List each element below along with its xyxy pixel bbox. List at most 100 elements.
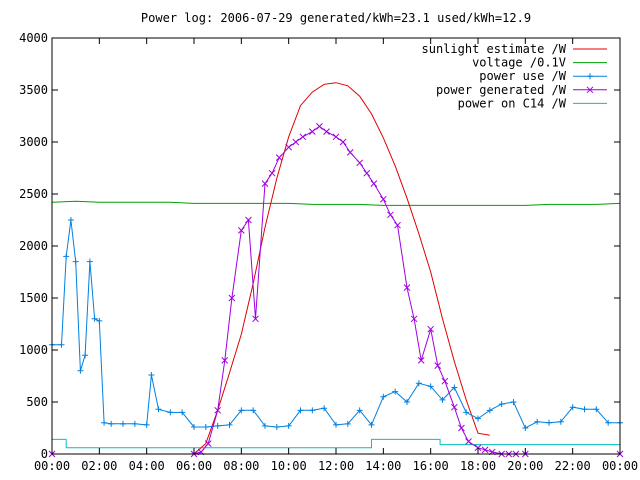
data-point [167, 409, 174, 416]
y-tick-label: 3000 [19, 135, 48, 149]
data-point [417, 357, 425, 364]
data-point [252, 315, 259, 323]
data-point [245, 216, 252, 224]
y-tick-label: 1500 [19, 291, 48, 305]
y-tick-label: 1000 [19, 343, 48, 357]
data-point [569, 404, 576, 411]
data-point [394, 221, 401, 229]
data-point [463, 409, 470, 416]
data-point [404, 399, 410, 405]
data-point [475, 415, 481, 422]
data-point [101, 419, 108, 426]
data-point [67, 217, 74, 223]
data-point [221, 357, 229, 364]
data-point [356, 159, 364, 167]
data-point [392, 388, 399, 395]
data-point [308, 128, 316, 135]
y-tick-label: 4000 [19, 31, 48, 45]
series-line [52, 438, 620, 449]
y-axis: 0 500 1000 1500 2000 2500 3000 3500 4000 [19, 31, 620, 461]
series-line [51, 200, 621, 206]
data-point [91, 315, 98, 322]
data-point [339, 138, 347, 146]
data-point [214, 406, 222, 414]
data-point [427, 325, 435, 333]
data-point [510, 399, 517, 405]
data-point [557, 418, 564, 425]
data-point [380, 393, 387, 400]
x-tick-label: 22:00 [555, 459, 591, 473]
data-point [368, 421, 375, 428]
data-point [605, 419, 612, 426]
y-tick-label: 2000 [19, 239, 48, 253]
x-tick-label: 04:00 [129, 459, 165, 473]
data-point [363, 169, 371, 177]
data-point [131, 420, 138, 427]
data-point [486, 407, 493, 414]
x-tick-label: 00:00 [602, 459, 638, 473]
data-point [285, 422, 292, 429]
data-point [332, 133, 340, 141]
data-point [441, 377, 449, 385]
data-point [321, 405, 328, 412]
x-tick-label: 16:00 [413, 459, 449, 473]
data-point [481, 446, 489, 454]
data-point [323, 128, 330, 135]
data-point [451, 384, 458, 391]
x-tick-label: 06:00 [176, 459, 212, 473]
legend-item: power generated /W [436, 83, 607, 97]
legend-marker [587, 73, 593, 80]
y-tick-label: 500 [26, 395, 48, 409]
data-point [309, 407, 316, 414]
series-power-on-c14-w [52, 438, 620, 449]
data-point [58, 341, 65, 348]
data-point [379, 195, 387, 203]
data-point [434, 362, 442, 369]
data-point [534, 418, 541, 425]
data-point [546, 419, 552, 426]
legend-label: sunlight estimate /W [422, 42, 567, 56]
data-point [522, 425, 529, 431]
data-point [214, 422, 221, 429]
legend-marker [586, 86, 594, 94]
data-point [226, 421, 233, 428]
x-tick-label: 02:00 [81, 459, 117, 473]
data-point [237, 227, 245, 234]
data-point [179, 409, 186, 416]
data-point [410, 315, 418, 323]
x-tick-label: 12:00 [318, 459, 354, 473]
x-tick-label: 00:00 [34, 459, 70, 473]
data-point [155, 406, 162, 413]
data-point [316, 123, 323, 130]
data-point [204, 440, 212, 447]
plot-series [48, 82, 624, 458]
data-point [439, 396, 446, 403]
data-point [72, 258, 79, 265]
data-point [148, 371, 155, 378]
data-point [285, 143, 293, 151]
data-point [458, 424, 465, 432]
data-point [202, 423, 209, 430]
legend-label: power on C14 /W [458, 96, 567, 110]
data-point [96, 317, 103, 324]
data-point [465, 438, 472, 445]
data-point [82, 352, 89, 359]
data-point [268, 169, 276, 177]
data-point [498, 401, 505, 408]
x-tick-label: 10:00 [271, 459, 307, 473]
data-point [86, 258, 93, 265]
data-point [262, 422, 268, 429]
data-point [427, 383, 434, 390]
legend-item: sunlight estimate /W [422, 42, 607, 56]
x-tick-label: 20:00 [507, 459, 543, 473]
data-point [474, 444, 482, 452]
x-tick-label: 08:00 [223, 459, 259, 473]
legend-label: power use /W [479, 69, 566, 83]
legend-label: power generated /W [436, 83, 567, 97]
data-point [143, 421, 150, 428]
legend-item: power on C14 /W [458, 96, 607, 110]
data-point [250, 407, 257, 414]
